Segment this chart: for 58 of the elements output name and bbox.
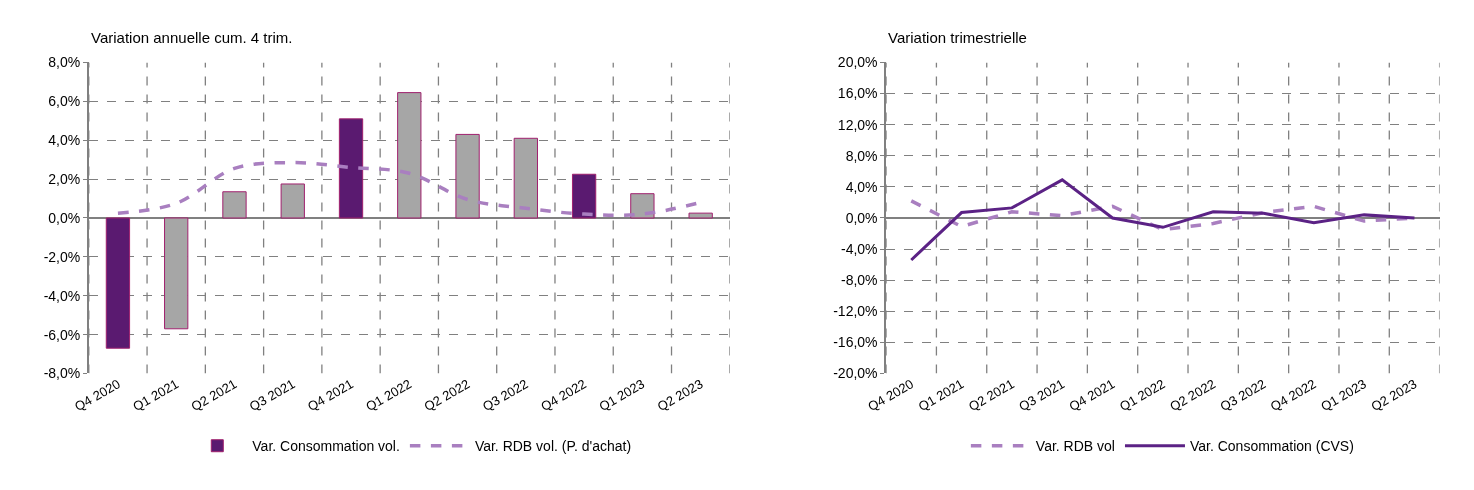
x-tick-label: Q1 2021 <box>915 376 967 415</box>
x-tick-label: Q3 2021 <box>1016 376 1067 415</box>
x-tick-label: Q3 2021 <box>246 376 298 415</box>
legend-label: Var. Consommation vol. <box>252 438 400 455</box>
line-series <box>909 178 1416 262</box>
legend-label: Var. Consommation (CVS) <box>1189 438 1354 455</box>
y-tick-label: 20,0% <box>837 54 878 71</box>
x-tick-label: Q1 2022 <box>363 376 415 415</box>
y-tick-label: -6,0% <box>43 326 81 343</box>
bar <box>513 137 538 219</box>
x-tick-label: Q1 2023 <box>596 376 648 415</box>
bar <box>105 217 131 349</box>
x-tick-label: Q4 2022 <box>538 376 589 415</box>
y-tick-label: -4,0% <box>840 240 878 257</box>
x-tick-label: Q3 2022 <box>1217 376 1269 415</box>
y-tick-label: -4,0% <box>43 287 81 304</box>
y-tick-label: 6,0% <box>48 93 81 110</box>
y-tick-label: -2,0% <box>43 248 81 265</box>
y-tick-label: -8,0% <box>840 272 878 289</box>
x-tick-label: Q4 2021 <box>1066 376 1118 415</box>
y-tick-label: -20,0% <box>833 365 878 382</box>
y-tick-label: 4,0% <box>48 132 81 149</box>
legend-label: Var. RDB vol <box>1035 438 1115 455</box>
y-tick-label: 16,0% <box>837 85 878 102</box>
x-tick-label: Q2 2022 <box>421 376 473 415</box>
y-tick-label: 12,0% <box>837 116 878 133</box>
x-tick-label: Q4 2022 <box>1267 376 1319 415</box>
y-tick-label: -16,0% <box>833 334 878 351</box>
x-tick-label: Q2 2023 <box>654 376 706 415</box>
bar <box>397 92 422 219</box>
bar <box>222 191 247 219</box>
x-tick-label: Q1 2022 <box>1116 376 1168 415</box>
x-tick-label: Q1 2023 <box>1318 376 1369 415</box>
y-tick-label: -8,0% <box>43 365 81 382</box>
x-tick-label: Q1 2021 <box>130 376 181 415</box>
x-tick-label: Q2 2022 <box>1167 376 1218 415</box>
bar <box>164 217 189 330</box>
x-tick-label: Q3 2022 <box>479 376 531 415</box>
legend-label: Var. RDB vol. (P. d'achat) <box>474 438 632 455</box>
y-tick-label: -12,0% <box>833 303 878 320</box>
x-tick-label: Q2 2021 <box>965 376 1017 415</box>
x-tick-label: Q4 2021 <box>305 376 356 415</box>
x-tick-label: Q2 2021 <box>188 376 240 415</box>
y-tick-label: 0,0% <box>845 209 878 226</box>
chart-title: Variation annuelle cum. 4 trim. <box>91 29 293 46</box>
bar <box>280 183 305 219</box>
y-tick-label: 8,0% <box>48 54 81 71</box>
bar <box>630 193 655 219</box>
bar <box>688 212 713 219</box>
y-tick-label: 2,0% <box>48 171 81 188</box>
y-tick-label: 0,0% <box>48 209 81 226</box>
x-tick-label: Q2 2023 <box>1368 376 1420 415</box>
y-tick-label: 8,0% <box>845 147 878 164</box>
bar <box>338 118 364 219</box>
chart-title: Variation trimestrielle <box>888 29 1027 46</box>
y-tick-label: 4,0% <box>845 178 878 195</box>
bar <box>455 133 480 219</box>
bar <box>571 173 597 219</box>
